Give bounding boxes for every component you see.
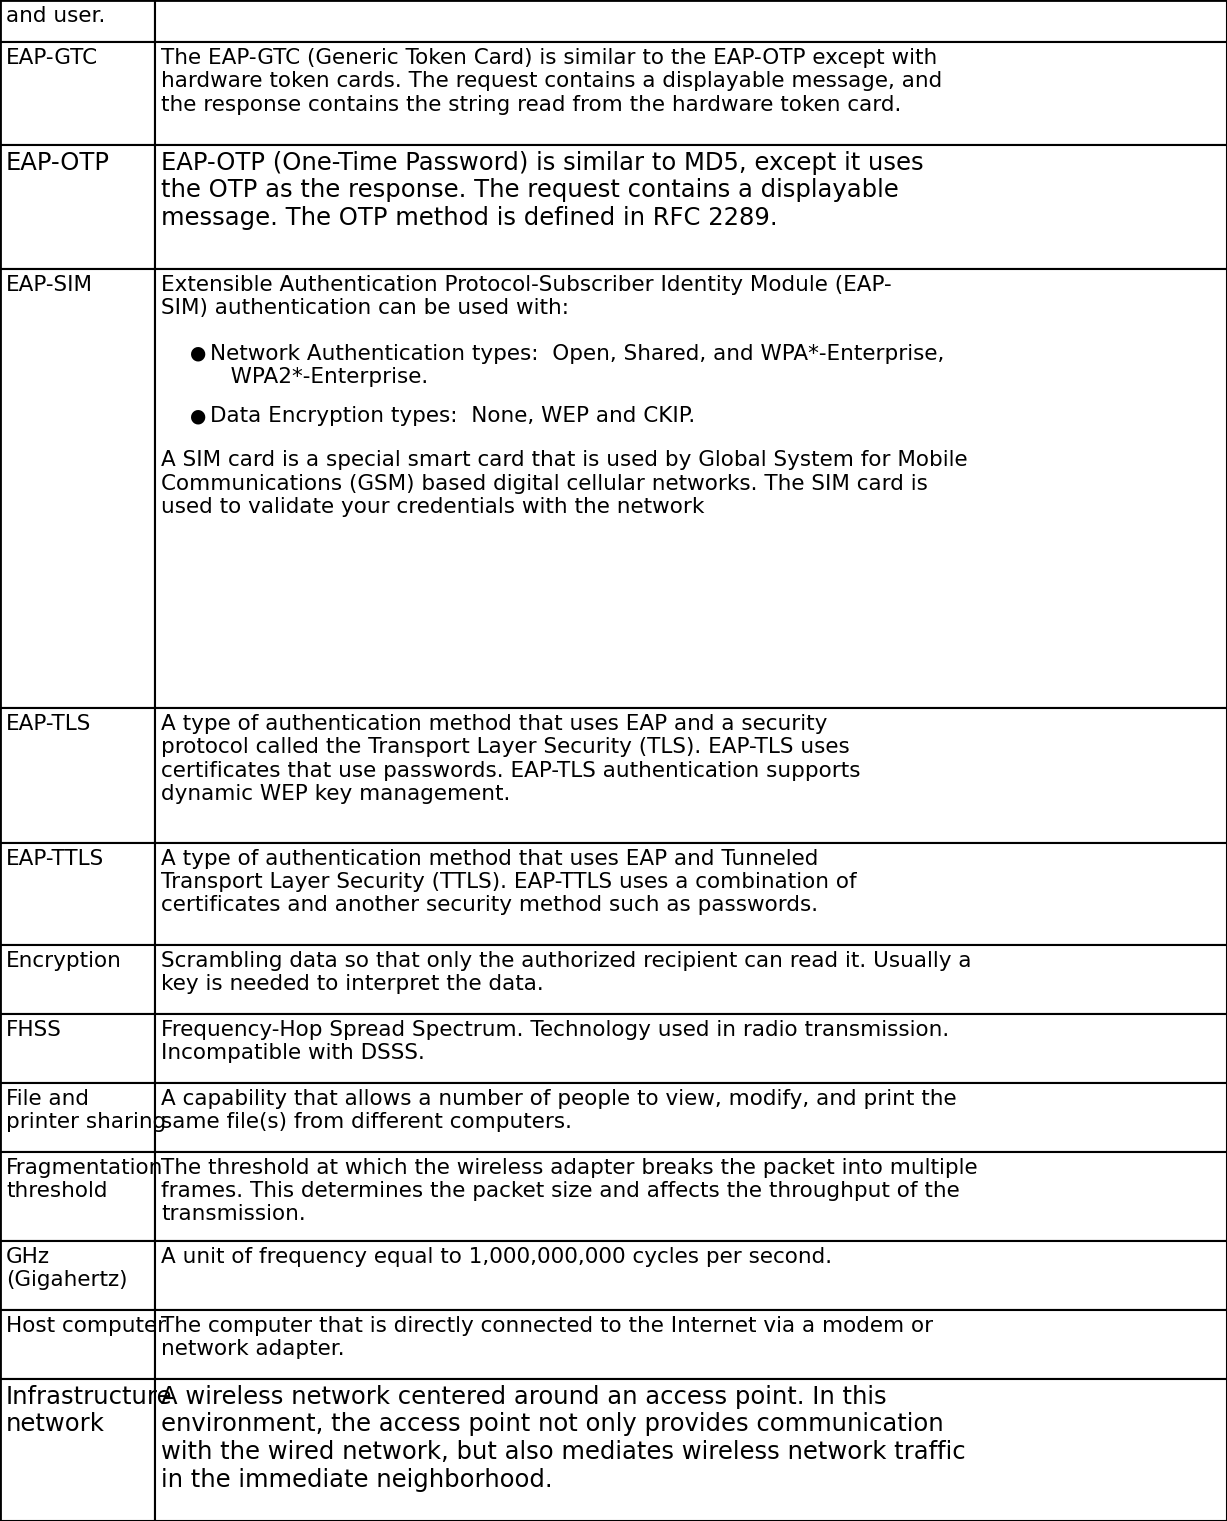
Bar: [155, 144, 1227, 269]
Bar: [155, 709, 1227, 843]
Text: and user.: and user.: [6, 6, 106, 26]
Bar: [0, 144, 155, 269]
Text: GHz
(Gigahertz): GHz (Gigahertz): [6, 1247, 128, 1290]
Bar: [155, 1151, 1227, 1241]
Text: A wireless network centered around an access point. In this
environment, the acc: A wireless network centered around an ac…: [161, 1384, 966, 1492]
Bar: [0, 1378, 155, 1521]
Text: Encryption: Encryption: [6, 951, 121, 970]
Bar: [155, 0, 1227, 43]
Bar: [0, 269, 155, 709]
Bar: [0, 1015, 155, 1083]
Text: The EAP-GTC (Generic Token Card) is similar to the EAP-OTP except with
hardware : The EAP-GTC (Generic Token Card) is simi…: [161, 49, 942, 114]
Text: A unit of frequency equal to 1,000,000,000 cycles per second.: A unit of frequency equal to 1,000,000,0…: [161, 1247, 832, 1267]
Text: Network Authentication types:  Open, Shared, and WPA*-Enterprise,
   WPA2*-Enter: Network Authentication types: Open, Shar…: [210, 344, 945, 386]
Text: Infrastructure
network: Infrastructure network: [6, 1384, 173, 1436]
Bar: [155, 269, 1227, 709]
Bar: [0, 709, 155, 843]
Text: A type of authentication method that uses EAP and Tunneled
Transport Layer Secur: A type of authentication method that use…: [161, 849, 856, 916]
Bar: [155, 43, 1227, 144]
Text: Extensible Authentication Protocol-Subscriber Identity Module (EAP-
SIM) authent: Extensible Authentication Protocol-Subsc…: [161, 275, 892, 318]
Text: EAP-GTC: EAP-GTC: [6, 49, 98, 68]
Text: ●: ●: [190, 406, 206, 424]
Text: Data Encryption types:  None, WEP and CKIP.: Data Encryption types: None, WEP and CKI…: [210, 406, 696, 426]
Bar: [155, 1310, 1227, 1378]
Text: File and
printer sharing: File and printer sharing: [6, 1089, 166, 1132]
Bar: [155, 1241, 1227, 1310]
Text: The computer that is directly connected to the Internet via a modem or
network a: The computer that is directly connected …: [161, 1316, 933, 1358]
Bar: [155, 843, 1227, 945]
Bar: [0, 1083, 155, 1151]
Text: EAP-OTP: EAP-OTP: [6, 151, 110, 175]
Bar: [155, 1083, 1227, 1151]
Text: EAP-OTP (One-Time Password) is similar to MD5, except it uses
the OTP as the res: EAP-OTP (One-Time Password) is similar t…: [161, 151, 924, 230]
Text: EAP-SIM: EAP-SIM: [6, 275, 93, 295]
Text: Host computer: Host computer: [6, 1316, 166, 1335]
Text: EAP-TTLS: EAP-TTLS: [6, 849, 104, 868]
Text: Scrambling data so that only the authorized recipient can read it. Usually a
key: Scrambling data so that only the authori…: [161, 951, 972, 995]
Bar: [0, 1151, 155, 1241]
Text: EAP-TLS: EAP-TLS: [6, 715, 91, 735]
Text: FHSS: FHSS: [6, 1021, 61, 1040]
Bar: [155, 1378, 1227, 1521]
Text: A type of authentication method that uses EAP and a security
protocol called the: A type of authentication method that use…: [161, 715, 860, 803]
Text: Frequency-Hop Spread Spectrum. Technology used in radio transmission.
Incompatib: Frequency-Hop Spread Spectrum. Technolog…: [161, 1021, 950, 1063]
Text: A SIM card is a special smart card that is used by Global System for Mobile
Comm: A SIM card is a special smart card that …: [161, 450, 968, 517]
Bar: [0, 945, 155, 1015]
Text: The threshold at which the wireless adapter breaks the packet into multiple
fram: The threshold at which the wireless adap…: [161, 1157, 978, 1224]
Bar: [0, 43, 155, 144]
Bar: [155, 945, 1227, 1015]
Bar: [0, 1310, 155, 1378]
Text: ●: ●: [190, 344, 206, 362]
Bar: [155, 1015, 1227, 1083]
Text: A capability that allows a number of people to view, modify, and print the
same : A capability that allows a number of peo…: [161, 1089, 957, 1132]
Bar: [0, 0, 155, 43]
Bar: [0, 1241, 155, 1310]
Text: Fragmentation
threshold: Fragmentation threshold: [6, 1157, 163, 1202]
Bar: [0, 843, 155, 945]
